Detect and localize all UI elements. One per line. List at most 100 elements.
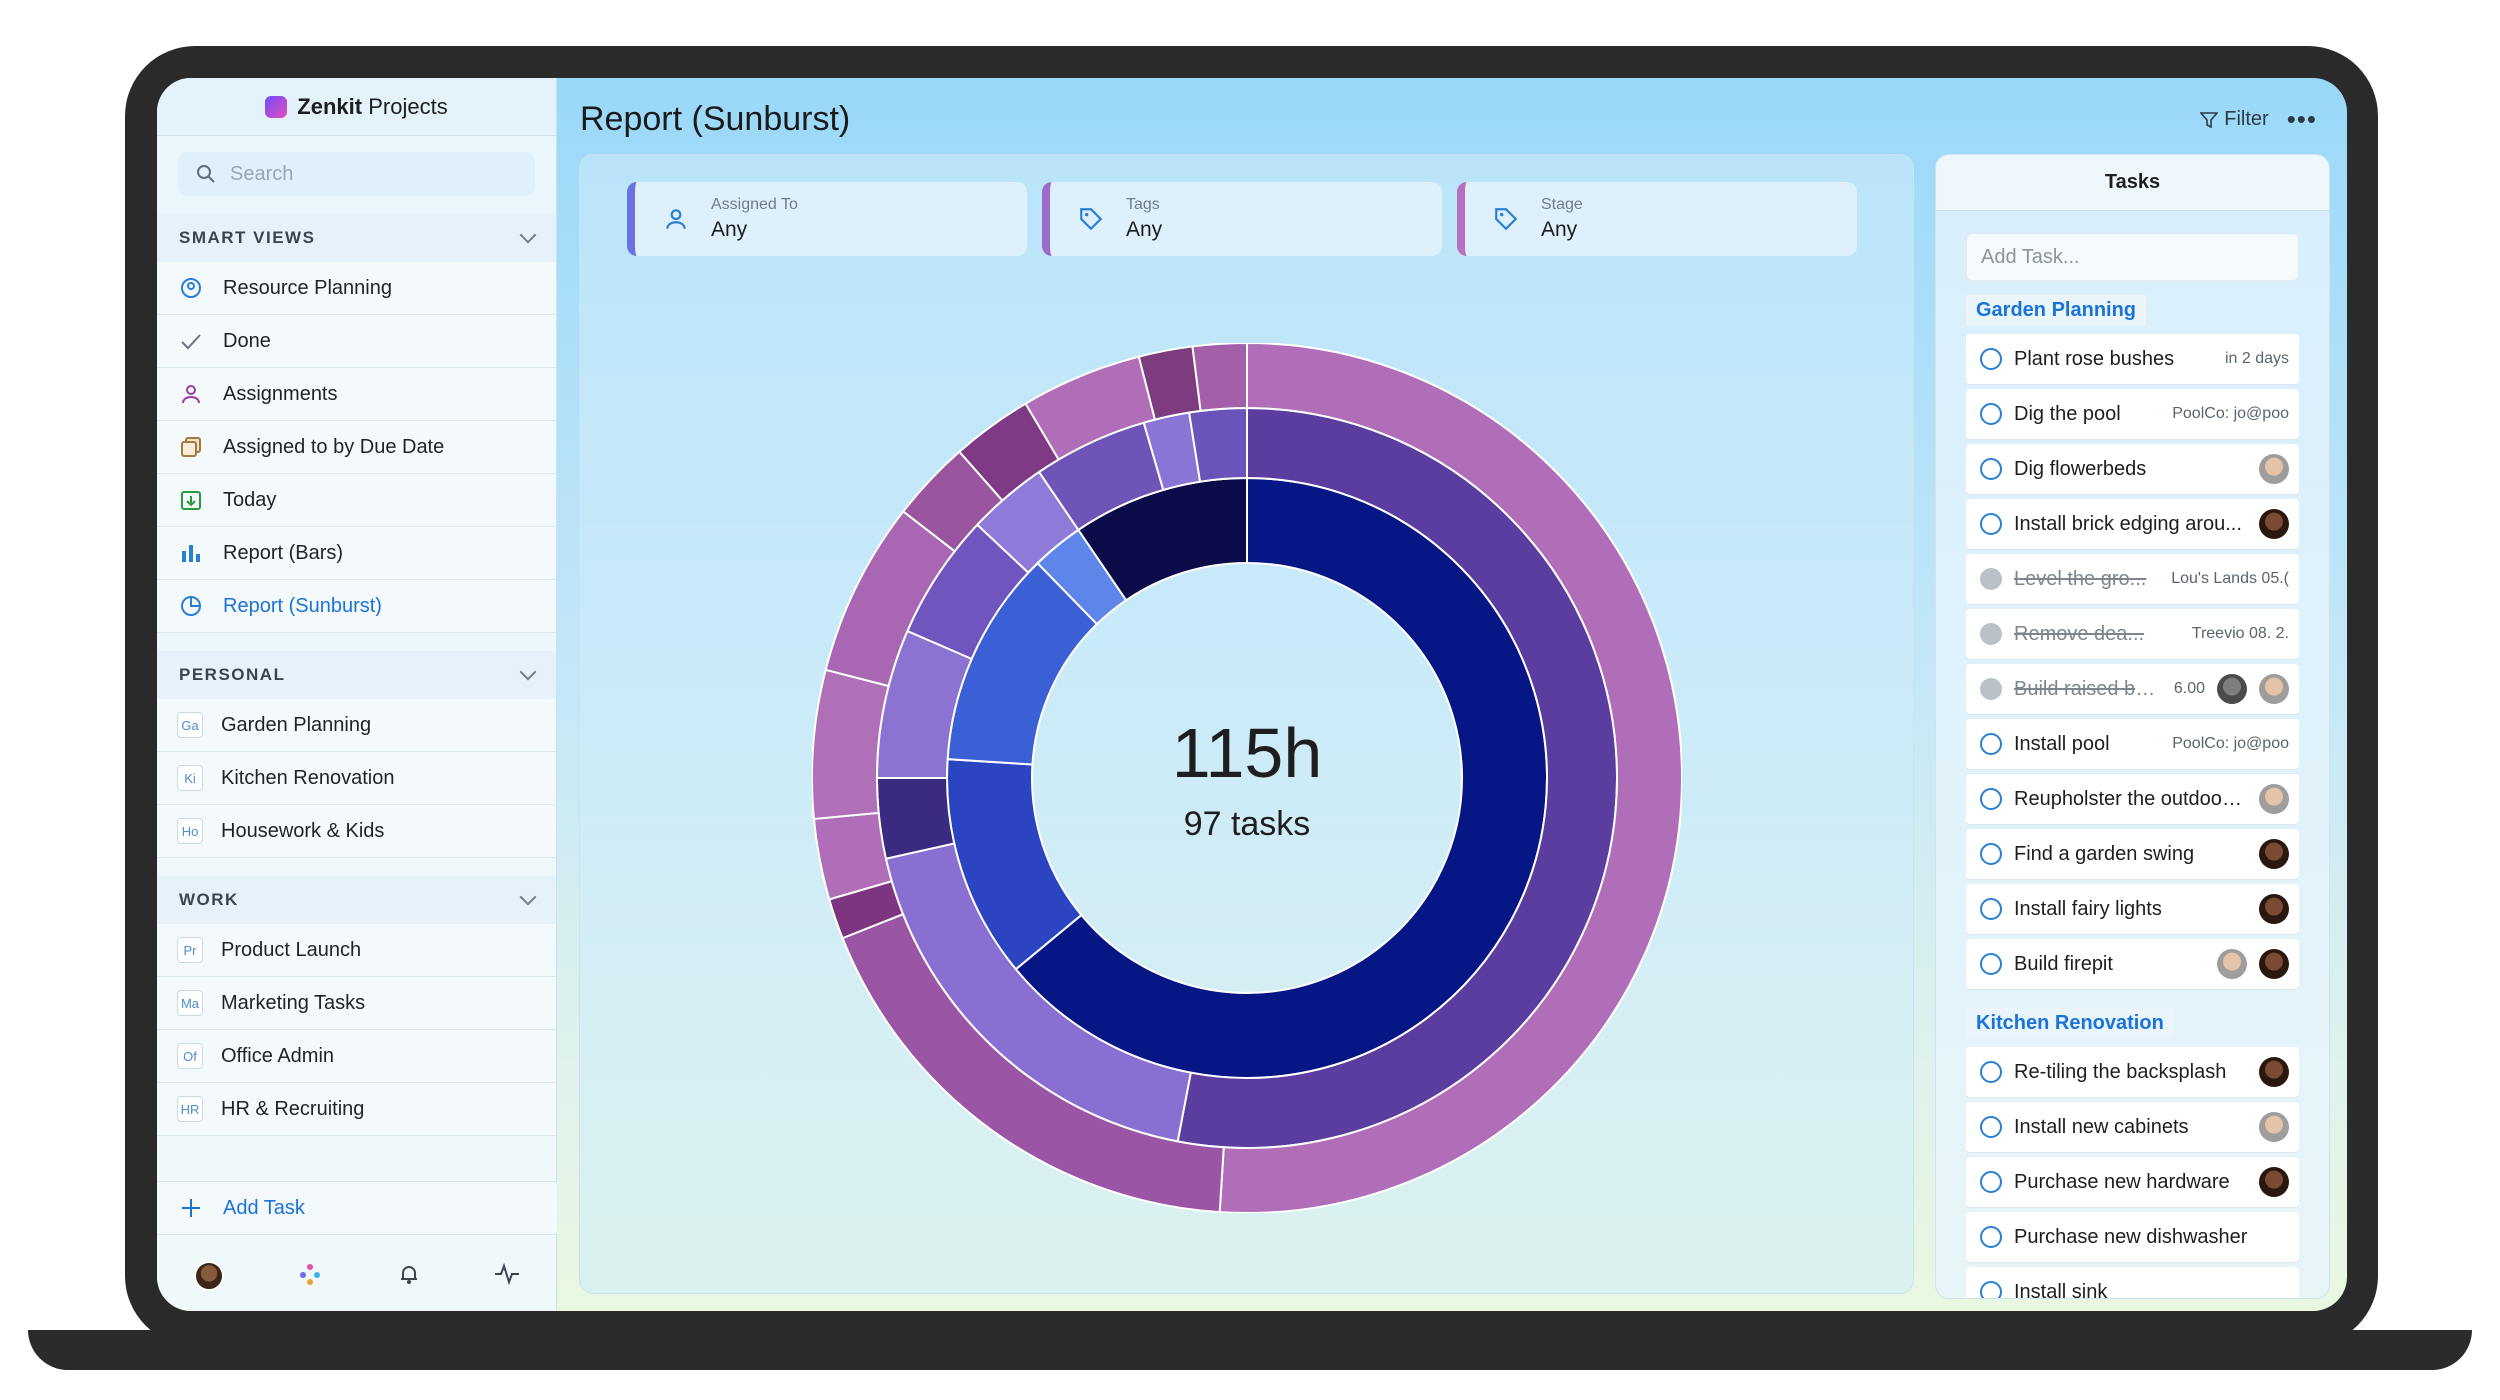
- sidebar-item-assignments[interactable]: Assignments: [157, 368, 556, 421]
- task-row[interactable]: Dig the pool PoolCo: jo@poo: [1966, 389, 2299, 439]
- search-input[interactable]: Search: [178, 152, 535, 196]
- chevron-down-icon: [519, 888, 537, 906]
- filter-stage[interactable]: Stage Any: [1457, 182, 1857, 256]
- sunburst-chart[interactable]: [812, 343, 1682, 1213]
- sidebar-add-task-button[interactable]: Add Task: [157, 1181, 557, 1235]
- sunburst-ring3-segment-10[interactable]: [1191, 343, 1248, 413]
- user-avatar[interactable]: [193, 1261, 224, 1291]
- task-name: Purchase new dishwasher: [2014, 1225, 2248, 1248]
- task-checkbox[interactable]: [1980, 898, 2002, 920]
- sidebar: Zenkit Projects Search SMART VIEWS Resou…: [157, 78, 557, 1311]
- task-row[interactable]: Install brick edging arou...: [1966, 499, 2299, 549]
- task-row[interactable]: Install fairy lights: [1966, 884, 2299, 934]
- task-checkbox[interactable]: [1980, 1116, 2002, 1138]
- filter-assigned-to[interactable]: Assigned To Any: [627, 182, 1027, 256]
- task-checkbox[interactable]: [1980, 1171, 2002, 1193]
- sidebar-item-done[interactable]: Done: [157, 315, 556, 368]
- task-row[interactable]: Install sink: [1966, 1267, 2299, 1298]
- plus-icon: [177, 1194, 205, 1222]
- task-checkbox[interactable]: [1980, 788, 2002, 810]
- tag-icon: [1495, 208, 1518, 231]
- section-header-personal[interactable]: PERSONAL: [157, 651, 556, 699]
- checkmark-icon: [177, 327, 205, 355]
- person-icon: [177, 380, 205, 408]
- task-row[interactable]: Plant rose bushes in 2 days: [1966, 334, 2299, 384]
- completed-check-icon[interactable]: [1980, 623, 2002, 645]
- sidebar-footer: [157, 1241, 557, 1311]
- assignee-avatar: [2217, 949, 2247, 979]
- task-meta: PoolCo: jo@poo: [2172, 735, 2289, 752]
- filter-tags[interactable]: Tags Any: [1042, 182, 1442, 256]
- task-row[interactable]: Install new cabinets: [1966, 1102, 2299, 1152]
- sidebar-item-kitchen-renovation[interactable]: Ki Kitchen Renovation: [157, 752, 556, 805]
- task-checkbox[interactable]: [1980, 1281, 2002, 1298]
- task-row[interactable]: Install pool PoolCo: jo@poo: [1966, 719, 2299, 769]
- task-checkbox[interactable]: [1980, 513, 2002, 535]
- list-abbr-badge: HR: [177, 1096, 203, 1122]
- task-row[interactable]: Remove dea... Treevio 08. 2.: [1966, 609, 2299, 659]
- task-group-title[interactable]: Kitchen Renovation: [1966, 1008, 2174, 1039]
- task-row[interactable]: Re-tiling the backsplash: [1966, 1047, 2299, 1097]
- filter-button[interactable]: Filter: [2200, 108, 2269, 131]
- sunburst-ring2-segment-2[interactable]: [875, 777, 956, 860]
- task-row[interactable]: Build firepit: [1966, 939, 2299, 989]
- completed-check-icon[interactable]: [1980, 568, 2002, 590]
- assignee-avatar: [2259, 1167, 2289, 1197]
- assignee-avatar: [2259, 509, 2289, 539]
- sunburst-ring3-segment-0[interactable]: [1218, 343, 1682, 1213]
- activity-icon[interactable]: [494, 1262, 520, 1291]
- task-checkbox[interactable]: [1980, 1226, 2002, 1248]
- assignee-avatar: [2259, 839, 2289, 869]
- task-checkbox[interactable]: [1980, 458, 2002, 480]
- section-header-work[interactable]: WORK: [157, 876, 556, 924]
- sidebar-item-resource-planning[interactable]: Resource Planning: [157, 262, 556, 315]
- task-checkbox[interactable]: [1980, 348, 2002, 370]
- sidebar-item-hr-recruiting[interactable]: HR HR & Recruiting: [157, 1083, 556, 1136]
- task-row[interactable]: Dig flowerbeds: [1966, 444, 2299, 494]
- task-row[interactable]: Find a garden swing: [1966, 829, 2299, 879]
- task-row[interactable]: Reupholster the outdoor ...: [1966, 774, 2299, 824]
- sidebar-item-report-bars[interactable]: Report (Bars): [157, 527, 556, 580]
- assignee-avatar: [2217, 674, 2247, 704]
- sidebar-item-office-admin[interactable]: Of Office Admin: [157, 1030, 556, 1083]
- app-header: Zenkit Projects: [157, 78, 556, 136]
- sidebar-item-marketing-tasks[interactable]: Ma Marketing Tasks: [157, 977, 556, 1030]
- task-name: Purchase new hardware: [2014, 1170, 2230, 1193]
- task-group-title[interactable]: Garden Planning: [1966, 295, 2147, 326]
- task-row[interactable]: Purchase new dishwasher: [1966, 1212, 2299, 1262]
- task-list: Re-tiling the backsplash Install new cabi…: [1966, 1047, 2299, 1298]
- sparkle-icon[interactable]: [297, 1261, 323, 1292]
- task-checkbox[interactable]: [1980, 1061, 2002, 1083]
- section-personal: PERSONAL Ga Garden Planning Ki Kitchen R…: [157, 651, 556, 858]
- bell-icon[interactable]: [397, 1262, 421, 1291]
- task-checkbox[interactable]: [1980, 843, 2002, 865]
- sidebar-item-report-sunburst[interactable]: Report (Sunburst): [157, 580, 556, 633]
- completed-check-icon[interactable]: [1980, 678, 2002, 700]
- sunburst-ring3-segment-4[interactable]: [812, 668, 890, 821]
- add-task-input[interactable]: Add Task...: [1966, 233, 2299, 281]
- task-name: Build firepit: [2014, 952, 2113, 975]
- calendar-icon: [177, 486, 205, 514]
- bar-chart-icon: [177, 539, 205, 567]
- task-checkbox[interactable]: [1980, 403, 2002, 425]
- section-work: WORK Pr Product Launch Ma Marketing Task…: [157, 876, 556, 1136]
- sidebar-item-housework-kids[interactable]: Ho Housework & Kids: [157, 805, 556, 858]
- sunburst-ring2-segment-8[interactable]: [1187, 406, 1248, 483]
- task-row[interactable]: Level the gro... Lou's Lands 05.(: [1966, 554, 2299, 604]
- section-header-smart-views[interactable]: SMART VIEWS: [157, 214, 556, 262]
- page-title: Report (Sunburst): [580, 100, 851, 138]
- task-checkbox[interactable]: [1980, 953, 2002, 975]
- search-placeholder: Search: [230, 162, 294, 185]
- task-row[interactable]: Purchase new hardware: [1966, 1157, 2299, 1207]
- sidebar-item-garden-planning[interactable]: Ga Garden Planning: [157, 699, 556, 752]
- more-options-button[interactable]: •••: [2286, 104, 2317, 134]
- list-abbr-badge: Of: [177, 1043, 203, 1069]
- sidebar-item-product-launch[interactable]: Pr Product Launch: [157, 924, 556, 977]
- task-name: Install brick edging arou...: [2014, 512, 2242, 535]
- task-checkbox[interactable]: [1980, 733, 2002, 755]
- search-icon: [197, 165, 215, 183]
- sidebar-item-today[interactable]: Today: [157, 474, 556, 527]
- sidebar-item-assigned-by-due-date[interactable]: Assigned to by Due Date: [157, 421, 556, 474]
- task-row[interactable]: Build raised be... 6.00: [1966, 664, 2299, 714]
- task-name: Reupholster the outdoor ...: [2014, 787, 2247, 810]
